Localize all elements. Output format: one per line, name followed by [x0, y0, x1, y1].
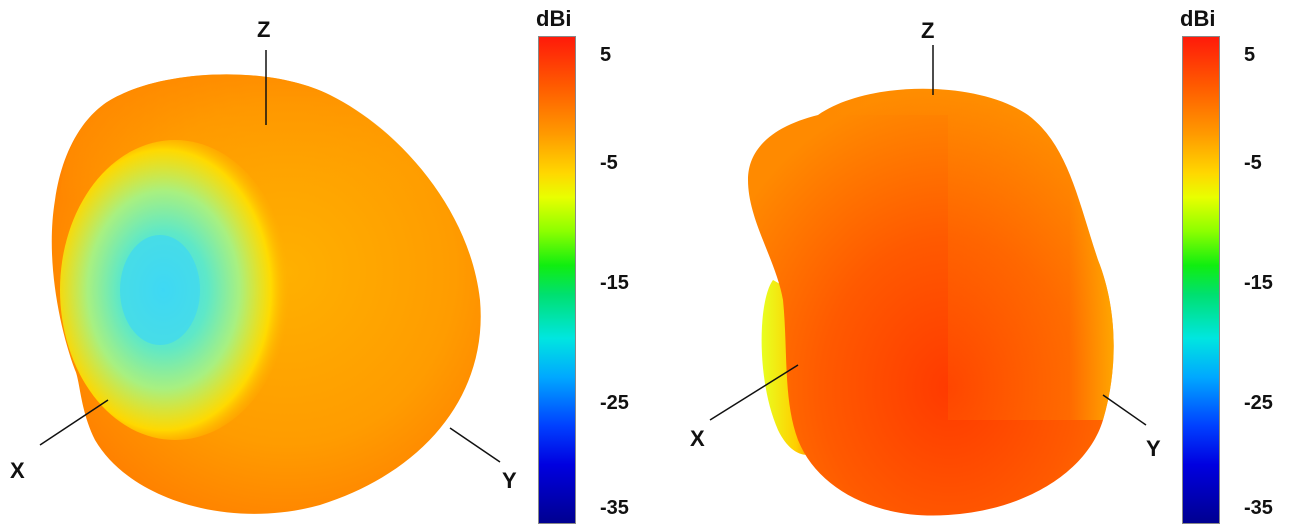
left-3d-radiation-pattern: [39, 50, 501, 514]
left-colorbar-tick: 5: [600, 44, 612, 66]
left-x-axis-label: X: [10, 458, 25, 483]
right-colorbar-tick: -15: [1244, 272, 1273, 294]
left-y-axis-line: [449, 427, 501, 463]
right-x-axis-label: X: [690, 426, 705, 451]
right-y-axis-label: Y: [1146, 436, 1161, 461]
left-y-axis-label: Y: [502, 468, 517, 493]
left-colorbar-unit: dBi: [536, 6, 572, 31]
left-x-axis-line: [39, 399, 109, 446]
right-pattern-highlight: [818, 88, 1114, 420]
left-colorbar-tick: -25: [600, 392, 629, 414]
right-radiation-pattern-panel: Z X Y dBi 5 -5 -15 -25 -35: [648, 0, 1295, 531]
right-colorbar-tick: -5: [1244, 152, 1262, 174]
right-3d-radiation-pattern: [709, 45, 1147, 516]
left-pattern-null-center: [120, 235, 200, 345]
left-colorbar-tick: -5: [600, 152, 618, 174]
right-x-axis-line: [709, 364, 799, 421]
left-colorbar-tick: -15: [600, 272, 629, 294]
left-radiation-pattern-panel: Z X Y dBi 5 -5 -15 -25 -35: [0, 0, 647, 531]
right-y-axis-line: [1102, 394, 1147, 426]
left-z-axis-label: Z: [257, 17, 271, 42]
left-colorbar-tick: -35: [600, 497, 629, 519]
left-colorbar: [538, 36, 576, 524]
right-colorbar: [1182, 36, 1220, 524]
right-z-axis-label: Z: [921, 18, 935, 43]
right-colorbar-tick: -35: [1244, 497, 1273, 519]
right-colorbar-unit: dBi: [1180, 6, 1216, 31]
right-colorbar-tick: -25: [1244, 392, 1273, 414]
right-colorbar-tick: 5: [1244, 44, 1256, 66]
